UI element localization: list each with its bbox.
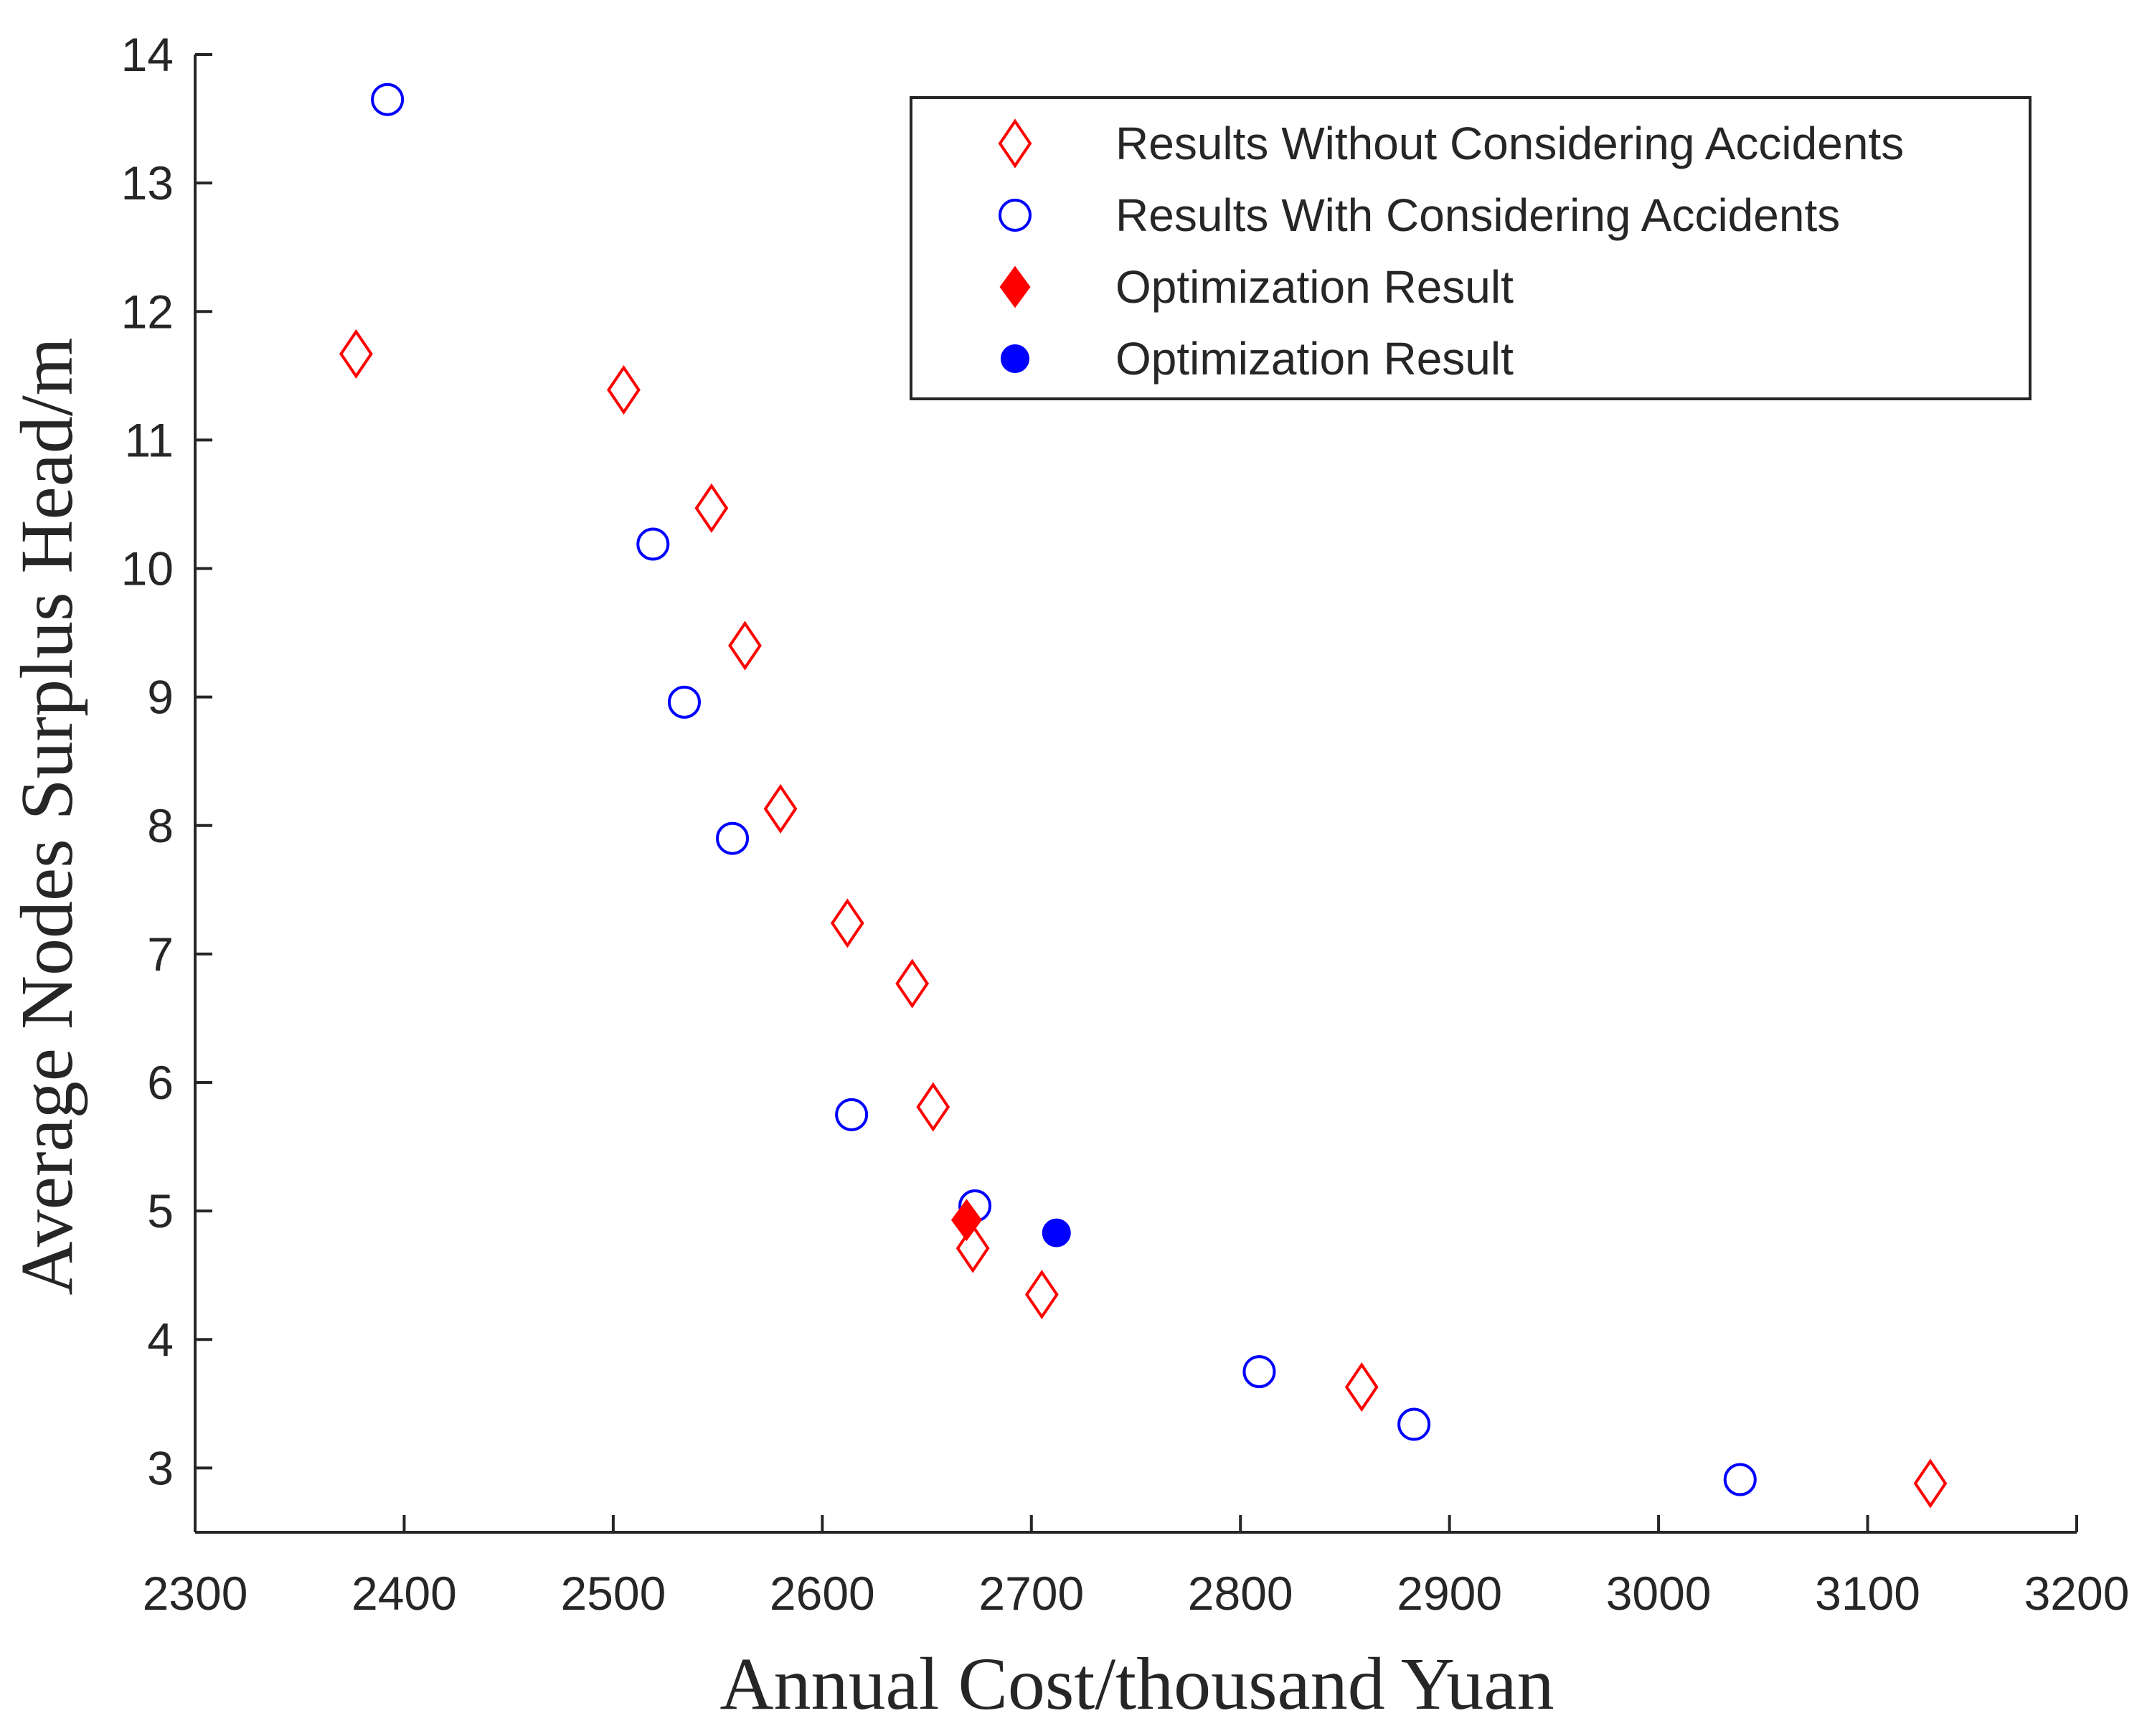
y-tick-label: 13 bbox=[121, 156, 174, 209]
x-tick-label: 2600 bbox=[770, 1567, 875, 1620]
legend-marker bbox=[998, 118, 1032, 169]
legend-entry: Optimization Result bbox=[999, 261, 1514, 313]
axes: 2300 2400 2500 2600 2700 2800 2900 3000 3100 3200… bbox=[121, 28, 2130, 1620]
legend-marker bbox=[999, 199, 1032, 232]
legend-marker bbox=[1001, 344, 1029, 373]
y-tick-label: 4 bbox=[147, 1313, 174, 1366]
x-tick-label: 2400 bbox=[351, 1567, 457, 1620]
legend-label: Results Without Considering Accidents bbox=[1115, 118, 1904, 169]
data-point bbox=[1024, 1270, 1059, 1320]
legend-box bbox=[910, 96, 2032, 400]
data-point bbox=[835, 1098, 869, 1131]
data-point bbox=[371, 82, 405, 116]
legend-entry: Results With Considering Accidents bbox=[999, 189, 1840, 241]
x-tick-label: 3200 bbox=[2024, 1567, 2130, 1620]
legend: Results Without Considering Accidents Res… bbox=[910, 96, 2032, 400]
data-point bbox=[1397, 1407, 1431, 1441]
legend-marker bbox=[999, 265, 1031, 308]
data-point bbox=[1242, 1355, 1276, 1389]
x-axis-title: Annual Cost/thousand Yuan bbox=[719, 1643, 1554, 1725]
legend-entry: Results Without Considering Accidents bbox=[998, 118, 1904, 169]
data-point bbox=[1913, 1458, 1948, 1509]
y-tick-label: 6 bbox=[147, 1056, 174, 1109]
legend-label: Optimization Result bbox=[1115, 333, 1514, 385]
x-tick-label: 3100 bbox=[1815, 1567, 1920, 1620]
x-tick-label: 2500 bbox=[560, 1567, 666, 1620]
data-point bbox=[830, 898, 864, 948]
y-tick-label: 10 bbox=[121, 542, 174, 595]
x-tick-label: 2900 bbox=[1397, 1567, 1502, 1620]
data-point bbox=[694, 483, 729, 533]
series-1 bbox=[371, 82, 1757, 1496]
legend-entry: Optimization Result bbox=[1001, 333, 1514, 385]
y-axis-title: Average Nodes Surplus Head/m bbox=[6, 337, 88, 1295]
y-tick-label: 12 bbox=[121, 285, 174, 338]
data-point bbox=[1723, 1463, 1757, 1496]
legend-label: Results With Considering Accidents bbox=[1115, 189, 1840, 241]
x-tick-label: 3000 bbox=[1606, 1567, 1712, 1620]
series-2 bbox=[950, 1199, 982, 1242]
legend-label: Optimization Result bbox=[1115, 261, 1514, 313]
data-point bbox=[950, 1199, 982, 1242]
data-points bbox=[339, 82, 1948, 1509]
series-3 bbox=[1042, 1218, 1071, 1247]
data-point bbox=[636, 527, 670, 561]
data-point bbox=[728, 621, 762, 671]
data-point bbox=[716, 821, 750, 855]
y-tick-label: 8 bbox=[147, 799, 174, 852]
data-point bbox=[763, 783, 798, 834]
y-tick-label: 14 bbox=[121, 28, 174, 81]
data-point bbox=[955, 1223, 990, 1273]
x-tick-label: 2800 bbox=[1188, 1567, 1293, 1620]
data-point bbox=[1042, 1218, 1071, 1247]
data-point bbox=[895, 958, 930, 1009]
data-point bbox=[916, 1082, 950, 1132]
data-point bbox=[1344, 1362, 1379, 1412]
data-point bbox=[607, 364, 641, 415]
x-tick-label: 2300 bbox=[143, 1567, 248, 1620]
data-point bbox=[339, 329, 373, 379]
y-tick-label: 5 bbox=[147, 1184, 174, 1237]
data-point bbox=[667, 685, 701, 719]
y-tick-label: 9 bbox=[147, 671, 174, 724]
y-tick-label: 7 bbox=[147, 928, 174, 981]
y-tick-label: 11 bbox=[124, 413, 174, 466]
series-0 bbox=[339, 329, 1948, 1509]
y-tick-label: 3 bbox=[147, 1441, 174, 1494]
x-tick-label: 2700 bbox=[978, 1567, 1084, 1620]
